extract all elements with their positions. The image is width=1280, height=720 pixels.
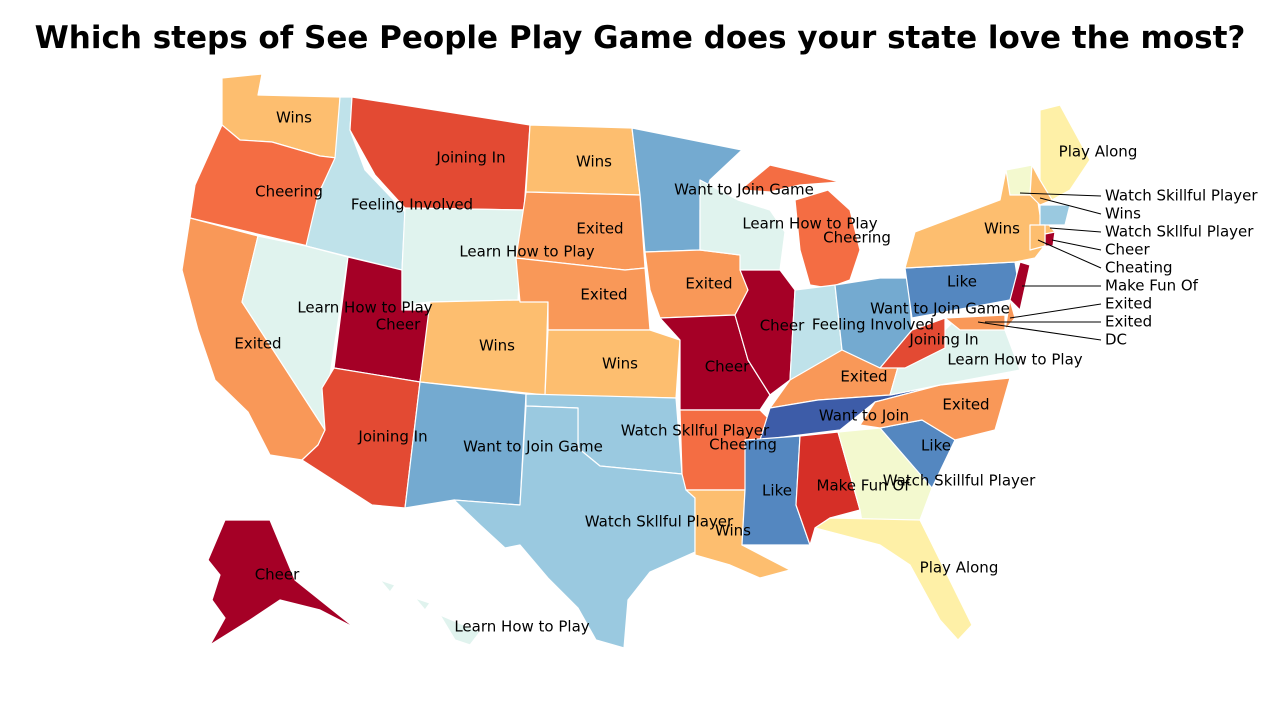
state-ma: [1039, 204, 1071, 226]
callout-label-de: Exited: [1105, 295, 1152, 313]
state-label-nv: Learn How to Play: [297, 299, 432, 317]
state-label-id: Feeling Involved: [351, 196, 473, 214]
state-label-pa: Like: [947, 273, 977, 291]
callout-label-ct: Cheating: [1105, 259, 1172, 277]
callout-leader-nh: [1039, 197, 1102, 215]
state-ct: [1029, 224, 1046, 251]
state-label-sd: Exited: [576, 220, 623, 238]
callout-label-ma: Watch Skllful Player: [1105, 223, 1254, 241]
state-label-nc: Exited: [942, 396, 989, 414]
state-md: [944, 314, 1006, 331]
state-label-la: Wins: [715, 522, 751, 540]
state-nh: [1029, 164, 1053, 206]
state-label-va: Learn How to Play: [947, 351, 1082, 369]
state-label-wv: Joining In: [908, 331, 978, 349]
state-label-ms: Like: [762, 482, 792, 500]
state-ks: [544, 329, 681, 399]
state-label-wa: Wins: [276, 109, 312, 127]
callout-leader-ct: [1037, 239, 1102, 269]
page-title: Which steps of See People Play Game does…: [34, 20, 1246, 56]
state-label-ky: Exited: [840, 368, 887, 386]
state-label-az: Joining In: [357, 428, 427, 446]
state-il: [734, 269, 796, 396]
state-label-ia: Exited: [685, 275, 732, 293]
callout-label-vt: Watch Skillful Player: [1105, 187, 1258, 205]
state-co: [419, 299, 549, 396]
state-label-ak: Cheer: [255, 566, 300, 584]
state-label-tn: Want to Join: [819, 407, 909, 425]
state-fl: [814, 517, 973, 641]
callout-label-nh: Wins: [1105, 205, 1141, 223]
state-label-il: Cheer: [760, 317, 805, 335]
callout-leader-dc: [977, 321, 1102, 341]
callout-leader-ma: [1049, 227, 1102, 233]
state-label-ca: Exited: [234, 335, 281, 353]
state-label-mt: Joining In: [435, 149, 505, 167]
state-nc: [859, 377, 1011, 441]
state-label-ar: Cheering: [709, 436, 777, 454]
state-label-fl: Play Along: [920, 559, 999, 577]
state-label-nm: Want to Join Game: [463, 438, 603, 456]
state-label-ok: Watch Skllful Player: [621, 422, 770, 440]
state-label-mn: Want to Join Game: [674, 181, 814, 199]
callout-label-nj: Make Fun Of: [1105, 277, 1199, 295]
state-label-ut: Cheer: [376, 316, 421, 334]
state-label-ny: Wins: [984, 220, 1020, 238]
state-label-wi: Learn How to Play: [742, 215, 877, 233]
state-label-in: Feeling Involved: [812, 316, 934, 334]
state-mi: [739, 164, 861, 289]
state-label-tx: Watch Skllful Player: [585, 513, 734, 531]
callout-label-ri: Cheer: [1105, 241, 1150, 259]
callout-leader-de: [1009, 303, 1102, 319]
state-label-sc: Like: [921, 437, 951, 455]
state-label-ne: Exited: [580, 286, 627, 304]
state-label-oh: Want to Join Game: [870, 300, 1010, 318]
callout-label-md: Exited: [1105, 313, 1152, 331]
callout-leader-ri: [1051, 239, 1102, 251]
state-wv: [879, 317, 946, 369]
state-label-wy: Learn How to Play: [459, 243, 594, 261]
state-label-nd: Wins: [576, 153, 612, 171]
state-nj: [1009, 261, 1031, 311]
state-label-al: Make Fun Of: [817, 477, 911, 495]
state-label-hi: Learn How to Play: [454, 618, 589, 636]
state-tx: [453, 405, 696, 649]
state-vt: [1005, 164, 1033, 196]
callout-label-dc: DC: [1105, 331, 1127, 349]
state-label-ga: Watch Skillful Player: [883, 472, 1036, 490]
state-hi: [379, 579, 481, 646]
state-label-mi: Cheering: [823, 229, 891, 247]
state-label-or: Cheering: [255, 183, 323, 201]
state-label-ks: Wins: [602, 355, 638, 373]
callout-leader-vt: [1019, 192, 1102, 197]
state-label-co: Wins: [479, 337, 515, 355]
state-ak: [207, 519, 356, 646]
state-label-mo: Cheer: [705, 358, 750, 376]
state-label-me: Play Along: [1059, 143, 1138, 161]
